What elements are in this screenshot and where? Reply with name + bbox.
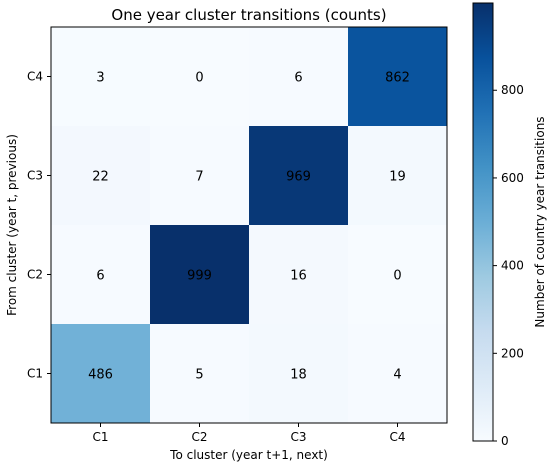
cell-value-label: 6 (294, 71, 302, 86)
chart-title: One year cluster transitions (counts) (111, 6, 386, 24)
heatmap-cell (348, 324, 447, 423)
cell-value-label: 486 (88, 368, 113, 383)
heatmap-cells (51, 27, 447, 423)
cell-value-label: 18 (290, 368, 307, 383)
cell-value-label: 5 (195, 368, 203, 383)
heatmap-cell (249, 126, 348, 225)
y-tick-label: C4 (27, 70, 43, 84)
heatmap-cell (348, 27, 447, 126)
cell-value-label: 3 (96, 71, 104, 86)
heatmap-cell (150, 324, 249, 423)
heatmap-cell (150, 225, 249, 324)
y-tick-label: C3 (27, 169, 43, 183)
x-tick-label: C2 (191, 430, 207, 444)
plot-frame (50, 26, 448, 424)
heatmap-cell (249, 225, 348, 324)
x-axis-ticks: C1 C2 C3 C4 (92, 423, 406, 444)
colorbar-tick-label: 600 (501, 171, 524, 185)
cell-value-label: 4 (393, 368, 401, 383)
colorbar-tick-label: 400 (501, 259, 524, 273)
heatmap-cell (51, 225, 150, 324)
colorbar-tick-label: 800 (501, 83, 524, 97)
y-tick-label: C1 (27, 367, 43, 381)
colorbar-ticks: 0 200 400 600 800 (493, 83, 524, 448)
heatmap-cell (150, 27, 249, 126)
heatmap-cell (51, 27, 150, 126)
cell-value-label: 999 (187, 269, 212, 284)
colorbar-label: Number of country year transitions (533, 116, 547, 327)
heatmap-cell (51, 126, 150, 225)
cell-value-label: 6 (96, 269, 104, 284)
cell-value-label: 862 (385, 71, 410, 86)
y-tick-label: C2 (27, 268, 43, 282)
cell-value-label: 7 (195, 170, 203, 185)
heatmap-cell (249, 27, 348, 126)
heatmap-cell (348, 126, 447, 225)
cell-value-label: 16 (290, 269, 307, 284)
x-tick-label: C3 (290, 430, 306, 444)
y-axis-label: From cluster (year t, previous) (5, 134, 19, 316)
colorbar (472, 2, 494, 442)
y-axis-ticks: C4 C3 C2 C1 (27, 70, 51, 381)
cell-value-labels: 3 0 6 862 22 7 969 19 6 999 16 0 486 5 18 4 (88, 71, 410, 383)
heatmap-cell (348, 225, 447, 324)
x-tick-label: C4 (389, 430, 405, 444)
cell-value-label: 0 (195, 71, 203, 86)
cell-value-label: 19 (389, 170, 406, 185)
colorbar-tick-label: 200 (501, 346, 524, 360)
cell-value-label: 969 (286, 170, 311, 185)
x-tick-label: C1 (92, 430, 108, 444)
heatmap-cell (51, 324, 150, 423)
colorbar-tick-label: 0 (501, 434, 509, 448)
x-axis-label: To cluster (year t+1, next) (169, 448, 328, 462)
heatmap-cell (150, 126, 249, 225)
cell-value-label: 22 (92, 170, 109, 185)
heatmap-cell (249, 324, 348, 423)
cell-value-label: 0 (393, 269, 401, 284)
